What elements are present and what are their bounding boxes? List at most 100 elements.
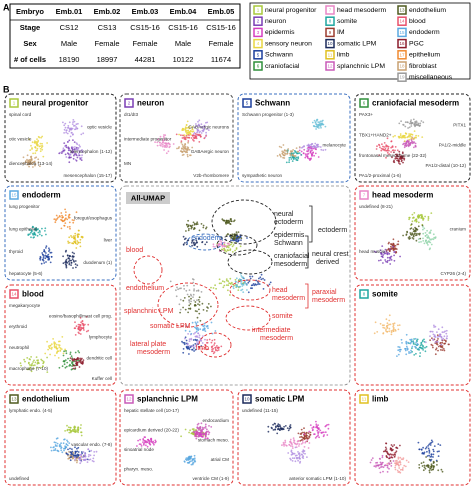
cell bbox=[414, 230, 417, 233]
cell bbox=[201, 342, 204, 344]
cluster-annotation: vascular endo. (7-8) bbox=[71, 442, 112, 447]
cell bbox=[63, 128, 66, 131]
cell bbox=[230, 220, 233, 223]
cell bbox=[194, 242, 197, 245]
cell bbox=[34, 152, 37, 155]
cell bbox=[223, 245, 226, 247]
cell bbox=[293, 150, 296, 152]
cell bbox=[192, 344, 195, 346]
cell bbox=[202, 328, 205, 331]
cell bbox=[269, 281, 272, 284]
cell bbox=[45, 261, 47, 263]
cell bbox=[303, 145, 305, 148]
cell bbox=[63, 142, 66, 145]
legend-number: 13 bbox=[399, 7, 405, 12]
cell bbox=[291, 453, 294, 456]
cell bbox=[190, 294, 193, 297]
cell bbox=[436, 331, 438, 333]
cell bbox=[221, 280, 224, 283]
cell bbox=[74, 426, 77, 429]
cell bbox=[68, 216, 71, 219]
cell bbox=[318, 436, 320, 439]
cell bbox=[416, 338, 419, 341]
cell bbox=[277, 425, 280, 428]
cell bbox=[222, 249, 225, 252]
cell bbox=[298, 453, 300, 456]
cell bbox=[314, 121, 317, 124]
cell bbox=[190, 226, 193, 228]
cell bbox=[77, 446, 80, 449]
cell bbox=[409, 233, 412, 236]
cell bbox=[227, 233, 229, 236]
cell bbox=[296, 152, 298, 155]
cell bbox=[81, 150, 84, 153]
cell bbox=[71, 151, 74, 154]
cell bbox=[61, 150, 64, 153]
cell bbox=[258, 283, 261, 285]
cell bbox=[379, 471, 382, 474]
cell bbox=[181, 137, 184, 139]
cell bbox=[397, 240, 400, 243]
cell bbox=[63, 360, 66, 363]
cell bbox=[432, 466, 435, 468]
cell bbox=[317, 121, 320, 124]
cell bbox=[198, 312, 201, 315]
cell bbox=[429, 468, 431, 470]
cell bbox=[150, 438, 153, 441]
cell bbox=[77, 426, 80, 428]
cell bbox=[186, 151, 189, 154]
cell bbox=[188, 289, 191, 291]
cell bbox=[409, 134, 412, 137]
cell bbox=[402, 161, 404, 164]
cell bbox=[384, 446, 387, 449]
cell bbox=[198, 119, 201, 122]
panel-frame bbox=[237, 93, 351, 183]
cell bbox=[428, 471, 431, 474]
cell bbox=[395, 450, 398, 453]
cell bbox=[229, 222, 231, 225]
cell bbox=[388, 327, 391, 330]
umap-label: neural bbox=[274, 211, 294, 218]
cell bbox=[293, 154, 295, 157]
cell bbox=[195, 327, 198, 329]
cell bbox=[47, 345, 50, 347]
cell bbox=[56, 442, 59, 445]
cell bbox=[189, 457, 192, 460]
cell bbox=[317, 434, 319, 437]
legend-label: epidermis bbox=[265, 29, 295, 36]
cell bbox=[274, 428, 277, 431]
cell bbox=[52, 338, 54, 340]
cell bbox=[189, 154, 191, 157]
cell bbox=[77, 122, 79, 125]
cell bbox=[197, 328, 200, 330]
cell bbox=[74, 456, 77, 459]
cell bbox=[414, 122, 416, 124]
cell bbox=[432, 462, 435, 464]
cell bbox=[425, 456, 427, 458]
cell bbox=[313, 119, 316, 122]
legend-swatch bbox=[253, 5, 263, 15]
cell bbox=[195, 222, 198, 225]
cell bbox=[424, 235, 427, 237]
cell bbox=[206, 341, 209, 344]
cell bbox=[225, 245, 228, 248]
cell bbox=[322, 123, 325, 126]
cell bbox=[194, 310, 197, 312]
cell bbox=[72, 121, 74, 123]
cell bbox=[289, 445, 292, 447]
cell bbox=[194, 331, 197, 334]
cell bbox=[393, 444, 396, 446]
cell bbox=[74, 458, 76, 461]
cell bbox=[429, 459, 432, 462]
cell bbox=[207, 129, 210, 132]
panel-icon bbox=[124, 394, 134, 404]
cell bbox=[200, 291, 203, 293]
cell bbox=[222, 286, 225, 289]
cell bbox=[293, 152, 295, 154]
cell bbox=[262, 277, 264, 280]
cell bbox=[211, 346, 213, 349]
cell bbox=[49, 353, 51, 356]
cell bbox=[259, 276, 262, 279]
cell bbox=[204, 330, 207, 332]
cell bbox=[225, 284, 228, 286]
